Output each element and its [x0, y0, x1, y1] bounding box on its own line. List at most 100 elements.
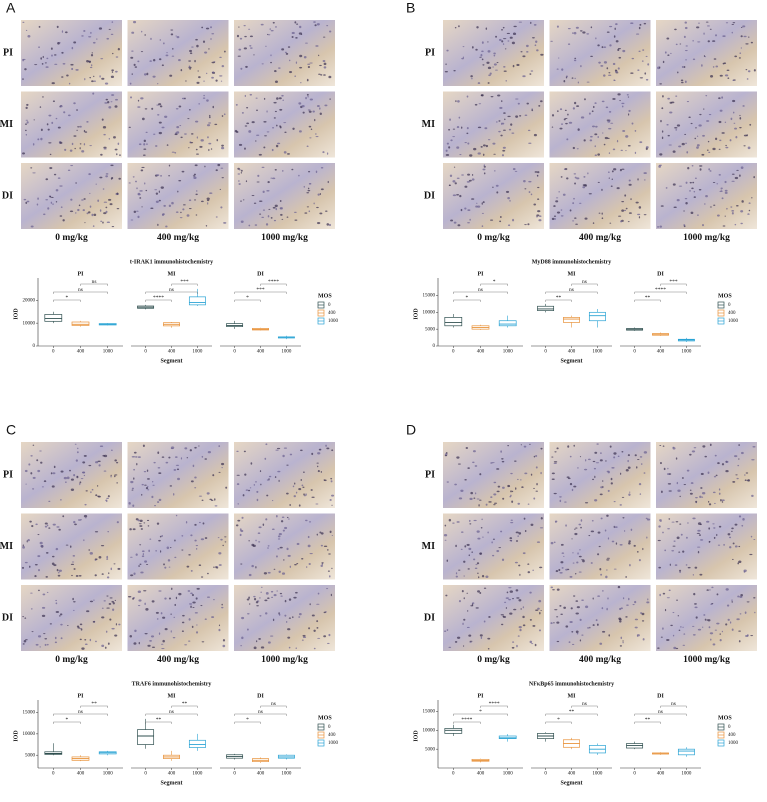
micrograph-cell [748, 202, 751, 204]
micrograph-cell [253, 597, 257, 601]
micrograph-cell [239, 37, 243, 40]
micrograph [21, 91, 122, 158]
micrograph-cell [272, 21, 275, 24]
micrograph-cell [110, 33, 114, 35]
micrograph-cell [694, 606, 698, 609]
micrograph-cell [326, 549, 329, 551]
micrograph-cell [505, 597, 509, 599]
micrograph-cell [468, 554, 470, 557]
micrograph-cell [610, 477, 613, 481]
micrograph-cell [93, 75, 95, 78]
micrograph-cell [143, 522, 146, 524]
micrograph-cell [676, 481, 679, 485]
micrograph-cell [560, 561, 564, 564]
micrograph-cell [267, 545, 270, 547]
micrograph-cell [265, 592, 269, 595]
y-tick-label: 10000 [23, 732, 36, 737]
micrograph-cell [175, 211, 179, 214]
column-label: 0 mg/kg [55, 233, 88, 243]
micrograph-cell [482, 536, 484, 538]
micrograph-cell [289, 503, 291, 506]
micrograph-cell [581, 599, 584, 601]
micrograph-cell [568, 641, 571, 644]
micrograph-cell [53, 465, 56, 469]
micrograph-cell [724, 191, 728, 194]
micrograph-cell [75, 182, 77, 184]
significance-label: ns [78, 287, 83, 293]
micrograph-cell [621, 105, 624, 108]
micrograph-cell [174, 603, 177, 607]
micrograph-cell [611, 540, 615, 543]
micrograph-cell [219, 75, 223, 77]
micrograph-cell [573, 173, 577, 175]
micrograph-cell [732, 542, 735, 545]
row-label: MI [422, 541, 435, 552]
micrograph-cell [69, 210, 74, 213]
micrograph-cell [61, 76, 64, 78]
micrograph-cell [591, 110, 594, 113]
micrograph-cell [634, 151, 637, 154]
micrograph-cell [73, 135, 77, 137]
micrograph-cell [594, 102, 597, 104]
micrograph-cell [54, 641, 58, 644]
micrograph-cell [555, 521, 557, 524]
micrograph-cell [164, 115, 168, 118]
micrograph-cell [320, 564, 323, 568]
micrograph-cell [276, 555, 278, 558]
micrograph-cell [79, 623, 83, 626]
micrograph-cell [610, 185, 613, 188]
micrograph-cell [309, 137, 312, 139]
micrograph-cell [625, 135, 629, 138]
micrograph-cell [60, 499, 62, 501]
micrograph-cell [249, 45, 252, 47]
micrograph-cell [237, 173, 241, 175]
micrograph-cell [52, 203, 54, 205]
micrograph-cell [511, 132, 515, 134]
micrograph-cell [101, 607, 104, 609]
micrograph-cell [556, 68, 559, 70]
micrograph-cell [613, 456, 616, 459]
micrograph-cell [37, 533, 40, 536]
micrograph-cell [709, 170, 712, 172]
micrograph-cell [740, 166, 744, 169]
micrograph-cell [639, 141, 643, 144]
micrograph-cell [45, 199, 49, 201]
micrograph-cell [206, 199, 210, 202]
micrograph-cell [643, 179, 646, 181]
micrograph-cell [474, 567, 478, 570]
micrograph-cell [103, 133, 106, 136]
micrograph-cell [609, 445, 612, 448]
micrograph-cell [468, 634, 472, 637]
micrograph-cell [152, 75, 156, 78]
micrograph-cell [576, 561, 579, 564]
micrograph-cell [567, 113, 569, 116]
micrograph-cell [270, 61, 272, 64]
micrograph-cell [729, 621, 732, 624]
significance-bracket [453, 291, 508, 294]
micrograph-cell [481, 574, 485, 578]
micrograph [234, 513, 335, 580]
legend-label: 1000 [728, 741, 739, 746]
micrograph-cell [680, 533, 683, 536]
micrograph-cell [329, 498, 332, 501]
micrograph-cell [103, 600, 106, 602]
micrograph-cell [708, 527, 711, 530]
micrograph-cell [168, 456, 171, 459]
micrograph-cell [211, 76, 214, 79]
micrograph-cell [59, 215, 63, 217]
micrograph-cell [276, 590, 279, 592]
micrograph-cell [45, 552, 49, 554]
micrograph-cell [274, 80, 278, 83]
significance-label: * [557, 717, 560, 723]
micrograph-cell [244, 473, 247, 476]
micrograph-cell [249, 47, 253, 49]
micrograph-cell [527, 223, 530, 226]
micrograph-cell [103, 147, 107, 150]
micrograph-cell [221, 606, 224, 609]
micrograph-cell [32, 444, 35, 446]
micrograph-cell [675, 647, 679, 650]
micrograph-cell [514, 170, 518, 172]
micrograph-cell [594, 154, 598, 156]
micrograph-cell [453, 221, 457, 224]
micrograph-cell [505, 607, 508, 609]
